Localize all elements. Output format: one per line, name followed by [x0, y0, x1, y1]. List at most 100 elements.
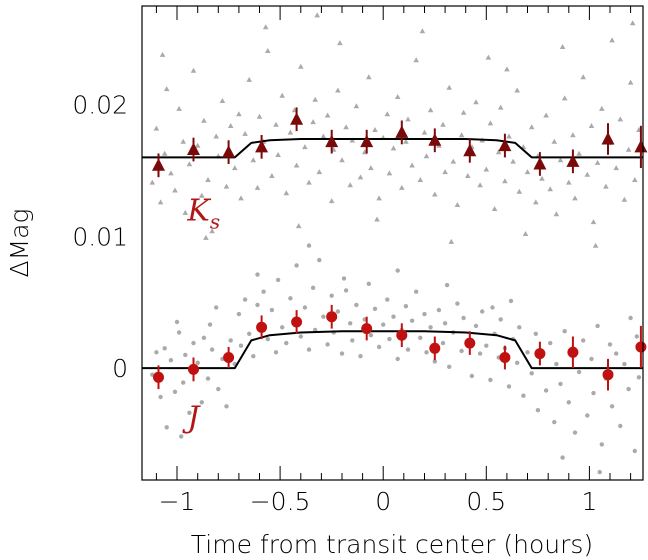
raw-point-ks — [483, 166, 490, 172]
raw-point-ks — [149, 179, 156, 185]
raw-point-j — [207, 322, 213, 327]
raw-point-j — [484, 343, 489, 348]
raw-point-ks — [223, 183, 230, 189]
raw-point-j — [444, 282, 450, 288]
raw-point-j — [372, 306, 378, 311]
raw-point-ks — [343, 124, 349, 130]
y-tick-label: 0.01 — [72, 222, 128, 251]
raw-point-j — [265, 336, 270, 342]
raw-point-j — [329, 293, 334, 298]
raw-point-ks — [450, 158, 457, 164]
raw-point-j — [525, 350, 530, 355]
raw-point-ks — [254, 184, 261, 190]
ks-band-point — [255, 139, 269, 153]
raw-point-ks — [353, 103, 360, 109]
binned-points-layer — [152, 107, 648, 391]
raw-point-j — [224, 404, 229, 409]
raw-point-j — [533, 331, 538, 336]
raw-point-ks — [256, 113, 263, 119]
raw-point-ks — [238, 195, 244, 201]
model-curve-j — [142, 330, 643, 370]
raw-point-ks — [594, 159, 601, 165]
raw-point-j — [288, 296, 293, 301]
raw-point-j — [461, 315, 466, 321]
raw-point-j — [176, 330, 182, 335]
raw-point-ks — [287, 129, 294, 135]
raw-point-j — [179, 434, 184, 439]
raw-point-j — [251, 354, 256, 359]
raw-point-ks — [316, 169, 323, 175]
raw-point-j — [560, 455, 565, 460]
raw-point-ks — [632, 177, 638, 182]
raw-point-ks — [432, 191, 438, 197]
raw-point-j — [599, 442, 604, 447]
raw-point-ks — [454, 202, 461, 207]
j-band-point — [153, 371, 164, 383]
raw-point-ks — [613, 165, 619, 171]
raw-point-j — [247, 331, 252, 336]
raw-point-ks — [219, 98, 226, 103]
raw-point-j — [255, 272, 260, 277]
raw-point-ks — [580, 74, 586, 80]
raw-point-j — [294, 263, 299, 268]
raw-point-j — [236, 311, 242, 317]
raw-point-j — [585, 413, 590, 418]
raw-point-ks — [399, 184, 405, 190]
band-label: J — [181, 400, 201, 435]
raw-point-ks — [553, 211, 560, 217]
raw-point-j — [554, 361, 559, 367]
raw-point-j — [515, 360, 520, 365]
raw-point-j — [162, 346, 167, 351]
raw-point-ks — [298, 63, 304, 69]
ks-band-point — [360, 134, 374, 148]
raw-point-j — [634, 334, 639, 339]
raw-point-j — [284, 340, 289, 346]
raw-point-j — [424, 350, 429, 355]
raw-point-ks — [236, 111, 242, 117]
raw-point-ks — [524, 169, 531, 175]
plot-border — [141, 5, 644, 481]
raw-point-ks — [592, 242, 599, 248]
raw-point-j — [339, 351, 345, 356]
raw-point-ks — [576, 150, 582, 156]
raw-point-j — [632, 448, 637, 454]
raw-point-ks — [460, 109, 467, 115]
raw-point-j — [636, 375, 642, 380]
raw-point-ks — [627, 79, 634, 85]
j-band-point — [291, 316, 303, 328]
raw-point-j — [447, 364, 452, 369]
raw-point-j — [535, 408, 541, 413]
raw-point-ks — [497, 104, 504, 110]
raw-point-j — [310, 285, 316, 290]
raw-point-ks — [514, 87, 520, 93]
raw-point-ks — [283, 190, 290, 196]
raw-point-j — [321, 314, 326, 319]
band-label: Ks — [186, 194, 220, 234]
j-band-point — [188, 363, 199, 375]
raw-point-j — [354, 302, 359, 308]
j-band-point — [602, 369, 614, 381]
raw-point-j — [306, 243, 312, 248]
raw-point-ks — [442, 169, 448, 175]
raw-point-ks — [227, 123, 234, 128]
raw-point-j — [508, 298, 514, 304]
raw-point-ks — [293, 162, 300, 168]
raw-point-ks — [570, 132, 576, 138]
ks-band-point — [152, 158, 165, 171]
raw-point-j — [391, 314, 396, 319]
raw-point-j — [558, 381, 563, 387]
raw-point-ks — [543, 112, 549, 118]
ks-band-point — [290, 112, 304, 125]
raw-point-ks — [194, 142, 201, 148]
raw-point-ks — [417, 177, 424, 182]
raw-point-j — [172, 389, 178, 394]
raw-point-j — [488, 377, 493, 383]
ks-band-point — [187, 142, 200, 155]
ks-band-point — [566, 154, 580, 167]
raw-point-ks — [161, 150, 168, 156]
raw-point-j — [341, 276, 347, 281]
raw-point-j — [395, 268, 400, 273]
raw-point-j — [395, 356, 400, 362]
raw-point-ks — [440, 121, 446, 127]
raw-point-j — [552, 419, 557, 425]
